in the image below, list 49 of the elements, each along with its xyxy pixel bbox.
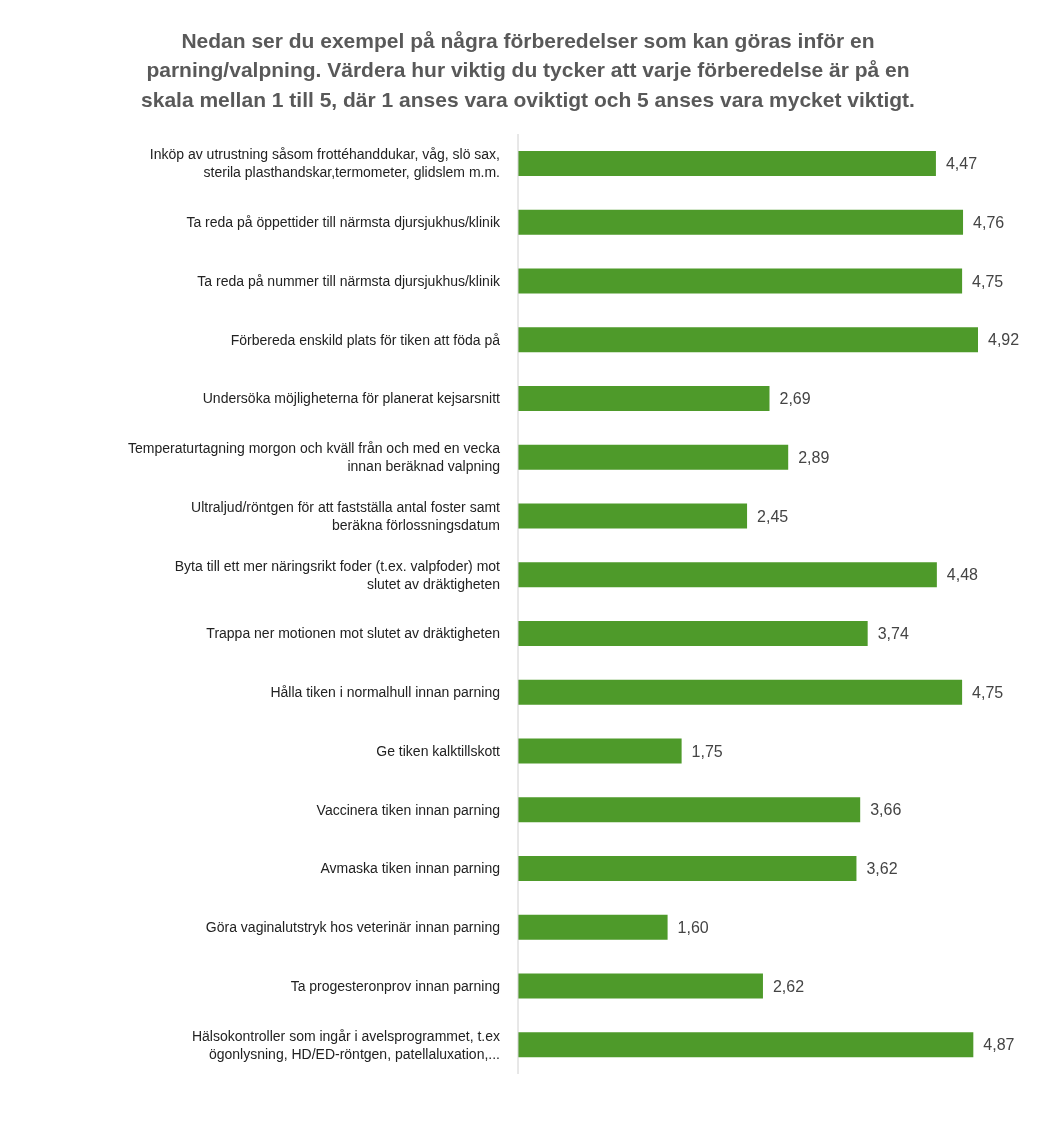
y-tick-label: Ta progesteronprov innan parning [290,978,500,995]
y-tick-label: Byta till ett mer näringsrikt foder (t.ex. valpfoder) mot slutet av dräktigheten [174,557,501,592]
y-tick-label: Avmaska tiken innan parning [320,860,500,877]
data-label: 4,47 [945,155,978,173]
y-tick-label: Ta reda på öppettider till närmsta djursjukhus/klinik [186,214,501,231]
data-label: 4,87 [983,1036,1015,1054]
y-tick-label: Vaccinera tiken innan parning [316,801,500,818]
data-label: 2,45 [757,507,789,525]
bar [518,973,763,999]
bar [518,151,936,177]
y-tick-label: Trappa ner motionen mot slutet av dräktigheten [206,625,500,642]
y-tick-label: Göra vaginalutstryk hos veterinär innan parning [205,919,500,936]
bar [518,209,964,235]
data-label: 3,66 [870,801,902,819]
y-tick-label: Temperaturtagning morgon och kväll från och med en vecka innan beräknad valpning [128,440,501,475]
y-tick-label: Ta reda på nummer till närmsta djursjukhus/klinik [197,273,501,290]
y-tick-label: Hälsokontroller som ingår i avelsprogrammet, t.ex ögonlysning, HD/ED-röntgen, patellaluxation,... [191,1027,500,1062]
data-label: 1,75 [691,742,723,760]
bar [518,327,978,353]
y-tick-label: Inköp av utrustning såsom frottéhanddukar, våg, slö sax, sterila plasthandskar,termometer, glidslem m.m. [149,146,500,181]
bar [518,386,770,412]
bar [518,503,748,529]
data-label: 4,48 [946,566,979,584]
data-label: 2,89 [798,449,830,467]
data-label: 3,74 [877,625,909,643]
data-label: 4,75 [972,272,1004,290]
chart-title: Nedan ser du exempel på några förberedelser som kan göras inför en parning/valpning. Värdera hur viktig du tycker att varje förberedelse är på en skala mellan 1 till 5, där 1 anses vara oviktigt och 5 anses vara mycket viktigt. [140,28,916,113]
bar [518,797,861,823]
data-label: 1,60 [677,919,709,937]
bar [518,738,682,764]
bar [518,562,937,588]
bar [518,856,857,882]
data-label: 2,62 [772,977,805,995]
data-label: 3,62 [866,860,898,878]
y-tick-label: Undersöka möjligheterna för planerat kejsarsnitt [202,390,501,407]
bar [518,268,963,294]
bar [518,1032,974,1058]
bar [518,444,789,470]
y-tick-label: Förbereda enskild plats för tiken att föda på [230,331,501,348]
data-label: 2,69 [779,390,811,408]
data-label: 4,92 [988,331,1020,349]
bar [518,621,868,647]
bar [518,679,963,705]
y-tick-label: Ultraljud/röntgen för att fastställa antal foster samt beräkna förlossningsdatum [191,499,501,534]
y-tick-label: Ge tiken kalktillskott [376,743,501,760]
data-label: 4,76 [973,214,1005,232]
bar [518,914,668,940]
data-label: 4,75 [972,684,1004,702]
y-tick-label: Hålla tiken i normalhull innan parning [270,684,500,701]
